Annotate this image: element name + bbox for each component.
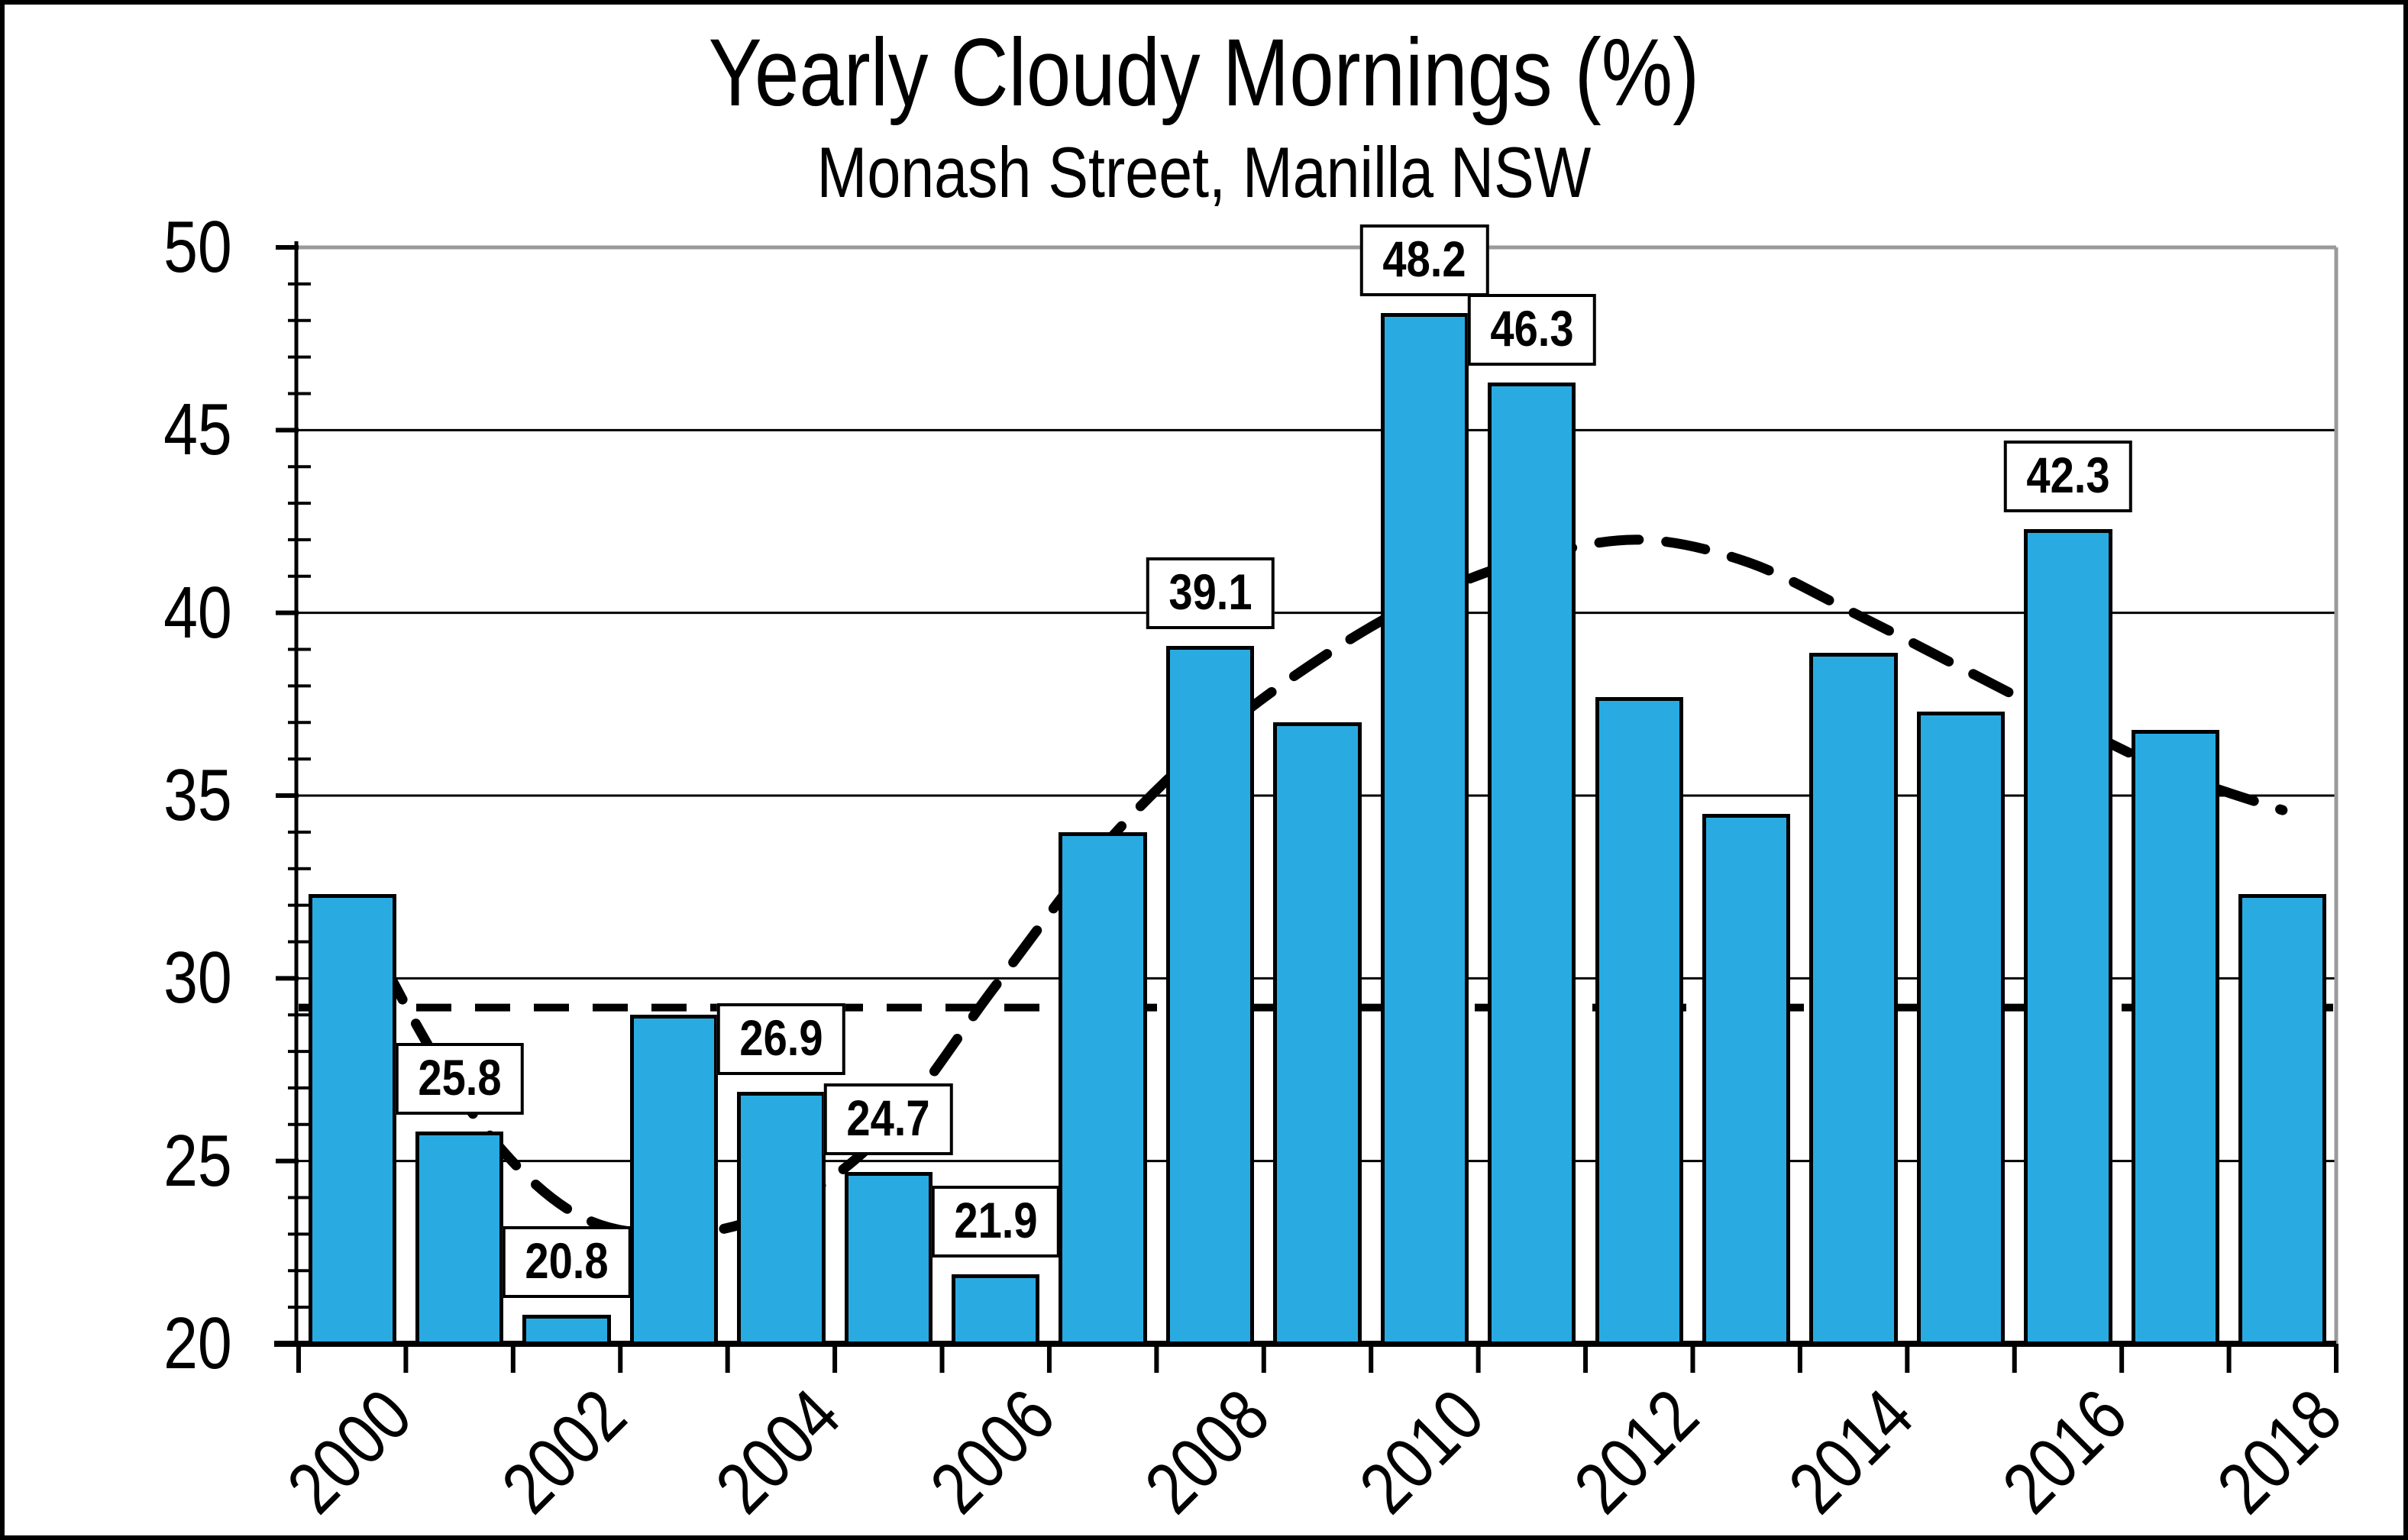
bar-2006 <box>952 1274 1040 1345</box>
y-axis-label-30: 30 <box>163 937 232 1019</box>
bar-2013 <box>1702 813 1791 1345</box>
data-label-2001: 25.8 <box>395 1043 524 1115</box>
bar-2001 <box>415 1132 504 1345</box>
y-axis-label-20: 20 <box>163 1303 232 1384</box>
data-label-2010: 48.2 <box>1360 224 1489 297</box>
data-label-text: 48.2 <box>1382 231 1466 288</box>
data-label-text: 24.7 <box>846 1090 930 1146</box>
data-label-2005: 24.7 <box>824 1083 953 1155</box>
chart-subtitle-text: Monash Street, Manilla NSW <box>816 132 1592 212</box>
y-axis-label-25: 25 <box>163 1119 232 1202</box>
y-axis-label-40: 40 <box>163 571 232 654</box>
data-label-2016: 42.3 <box>2003 440 2133 512</box>
bar-2007 <box>1059 831 1147 1345</box>
bar-2014 <box>1809 653 1898 1345</box>
bar-2008 <box>1165 645 1255 1345</box>
bar-2011 <box>1488 383 1576 1345</box>
data-label-text: 20.8 <box>525 1232 609 1289</box>
bar-2016 <box>2024 528 2112 1345</box>
data-label-text: 26.9 <box>739 1009 823 1066</box>
data-label-2002: 20.8 <box>502 1225 632 1298</box>
bar-2017 <box>2131 729 2220 1345</box>
data-label-2008: 39.1 <box>1146 557 1275 629</box>
data-label-text: 25.8 <box>417 1049 502 1106</box>
bar-2000 <box>308 894 396 1345</box>
y-axis-label-45: 45 <box>163 389 232 471</box>
bar-2002 <box>522 1314 611 1345</box>
chart-title-text: Yearly Cloudy Mornings (%) <box>708 20 1700 126</box>
chart-title: Yearly Cloudy Mornings (%) <box>5 17 2403 130</box>
bar-2005 <box>844 1172 932 1345</box>
bar-2010 <box>1380 313 1469 1345</box>
bar-2003 <box>629 1015 719 1345</box>
data-label-text: 46.3 <box>1490 300 1574 357</box>
bar-2012 <box>1595 696 1683 1345</box>
data-label-2006: 21.9 <box>931 1186 1060 1258</box>
data-label-text: 21.9 <box>954 1192 1038 1249</box>
data-label-2004: 26.9 <box>716 1002 846 1075</box>
data-label-text: 39.1 <box>1168 563 1252 620</box>
chart-subtitle: Monash Street, Manilla NSW <box>5 132 2403 212</box>
bar-2018 <box>2238 894 2327 1345</box>
data-label-text: 42.3 <box>2026 446 2110 503</box>
y-axis-label-50: 50 <box>163 206 232 288</box>
bar-2015 <box>1916 711 2006 1345</box>
bar-2004 <box>737 1091 826 1345</box>
data-label-2011: 46.3 <box>1467 294 1597 366</box>
bar-2009 <box>1273 722 1362 1345</box>
y-axis-label-35: 35 <box>163 754 232 836</box>
